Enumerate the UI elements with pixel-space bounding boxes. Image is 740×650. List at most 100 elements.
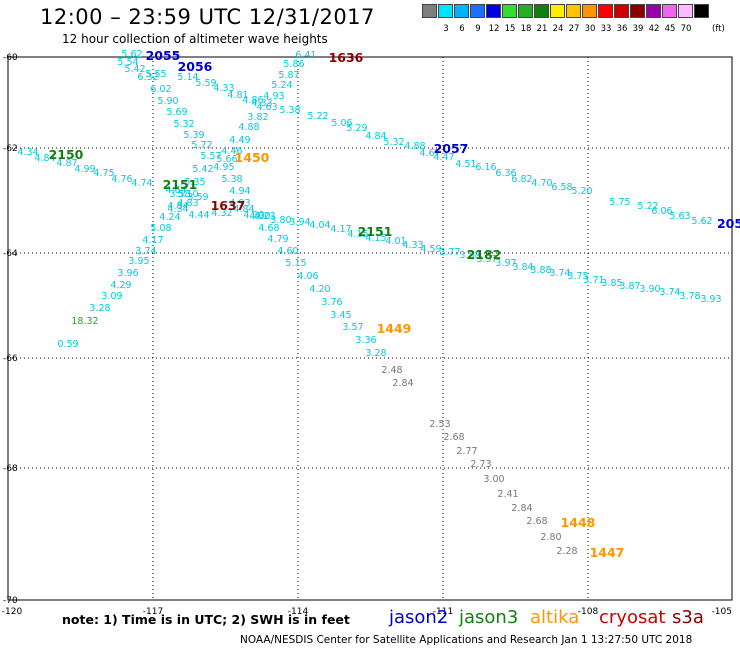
wave-height-value: 18.32 (71, 316, 98, 327)
wave-height-value: 5.39 (183, 130, 204, 141)
legend-swatch (614, 4, 629, 18)
pass-number-label: 1636 (329, 50, 364, 65)
wave-height-value: 4.88 (238, 122, 259, 133)
legend-label: 24 (552, 24, 564, 34)
pass-number-label: 1637 (211, 198, 246, 213)
wave-height-value: 3.74 (135, 246, 156, 257)
wave-height-value: 4.06 (297, 271, 318, 282)
wave-height-value: 2.28 (556, 546, 577, 557)
wave-height-value: 4.30 (249, 211, 270, 222)
wave-height-value: 5.32 (383, 137, 404, 148)
latitude-tick: -68 (3, 464, 18, 474)
legend-label: 33 (600, 24, 612, 34)
latitude-tick: -66 (3, 354, 18, 364)
wave-height-value: 5.86 (283, 59, 304, 70)
legend-swatch (662, 4, 677, 18)
wave-height-value: 6.58 (551, 182, 572, 193)
wave-height-value: 3.97 (495, 258, 516, 269)
wave-height-value: 4.84 (233, 204, 254, 215)
wave-height-value: 4.67 (419, 148, 440, 159)
wave-height-value: 5.42 (192, 164, 213, 175)
wave-height-value: 4.33 (402, 240, 423, 251)
wave-height-value: 5.20 (571, 186, 592, 197)
wave-height-value: 3.87 (619, 281, 640, 292)
wave-height-value: 4.81 (227, 90, 248, 101)
legend-swatch (502, 4, 517, 18)
legend-label: 9 (475, 24, 481, 34)
map-grid (7, 56, 733, 601)
wave-height-value: 3.82 (247, 112, 268, 123)
wave-height-value: 4.84 (365, 131, 386, 142)
wave-height-value: 2.53 (429, 419, 450, 430)
wave-height-value: 3.78 (679, 291, 700, 302)
wave-height-value: 4.30 (243, 210, 264, 221)
legend-swatch (486, 4, 501, 18)
wave-height-value: 4.60 (277, 246, 298, 257)
wave-height-value: 4.87 (56, 158, 77, 169)
wave-height-value: 5.38 (279, 105, 300, 116)
wave-height-value: 4.33 (251, 98, 272, 109)
wave-height-value: 4.95 (213, 162, 234, 173)
wave-height-value: 4.94 (229, 186, 250, 197)
pass-number-label: 2151 (163, 177, 198, 192)
wave-height-value: 3.58 (169, 189, 190, 200)
legend-label: 27 (568, 24, 580, 34)
longitude-tick: -120 (2, 607, 23, 617)
wave-height-value: 2.68 (443, 432, 464, 443)
satellite-name-s3a: s3a (672, 607, 704, 628)
wave-height-value: 3.75 (567, 271, 588, 282)
units-note: note: 1) Time is in UTC; 2) SWH is in fe… (62, 612, 350, 627)
wave-height-value: 5.87 (278, 70, 299, 81)
wave-height-value: 4.75 (93, 168, 114, 179)
wave-height-value: 3.76 (321, 297, 342, 308)
satellite-name-cryosat: cryosat (599, 607, 666, 628)
wave-height-value: 4.79 (267, 234, 288, 245)
wave-height-labels: 5.625.545.426.326.025.905.695.325.395.72… (17, 49, 721, 557)
legend-label: 36 (616, 24, 628, 34)
legend-label: 18 (520, 24, 532, 34)
legend-swatch (598, 4, 613, 18)
wave-height-value: 4.86 (242, 95, 263, 106)
wave-height-value: 4.47 (433, 152, 454, 163)
pass-number-label: 1450 (235, 150, 270, 165)
wave-height-value: 3.96 (117, 268, 138, 279)
wave-height-value: 4.76 (111, 174, 132, 185)
wave-height-value: 3.09 (101, 291, 122, 302)
wave-height-value: 3.80 (270, 215, 291, 226)
legend-unit: (ft) (712, 24, 725, 34)
wave-height-value: 2.48 (381, 365, 402, 376)
legend-swatch (438, 4, 453, 18)
wave-height-value: 5.15 (285, 258, 306, 269)
legend-label: 45 (664, 24, 676, 34)
wave-height-value: 4.99 (74, 164, 95, 175)
legend-label: 12 (488, 24, 500, 34)
wave-height-value: 3.85 (601, 278, 622, 289)
wave-height-value: 2.41 (497, 489, 518, 500)
wave-height-value: 3.93 (700, 294, 721, 305)
wave-height-value: 2.73 (470, 459, 491, 470)
wave-height-value: 3.00 (483, 474, 504, 485)
wave-height-value: 3.45 (330, 310, 351, 321)
wave-height-value: 4.17 (142, 235, 163, 246)
legend-label: 42 (648, 24, 660, 34)
wave-height-value: 3.28 (89, 303, 110, 314)
wave-height-value: 4.93 (263, 91, 284, 102)
wave-height-value: 2.84 (392, 378, 413, 389)
pass-number-label: 2055 (146, 48, 181, 63)
wave-height-value: 2.77 (456, 446, 477, 457)
wave-height-value: 4.34 (17, 147, 38, 158)
wave-height-value: 4.93 (229, 198, 250, 209)
wave-height-value: 5.08 (150, 223, 171, 234)
wave-height-value: 4.32 (211, 208, 232, 219)
wave-height-value: 4.64 (165, 185, 186, 196)
wave-height-value: 0.59 (57, 339, 78, 350)
wave-height-value: 5.57 (200, 151, 221, 162)
wave-height-value: 3.57 (342, 322, 363, 333)
wave-height-value: 5.35 (184, 177, 205, 188)
wave-height-value: 3.59 (187, 192, 208, 203)
wave-height-value: 4.59 (420, 244, 441, 255)
wave-height-value: 5.06 (331, 118, 352, 129)
legend-swatch (550, 4, 565, 18)
